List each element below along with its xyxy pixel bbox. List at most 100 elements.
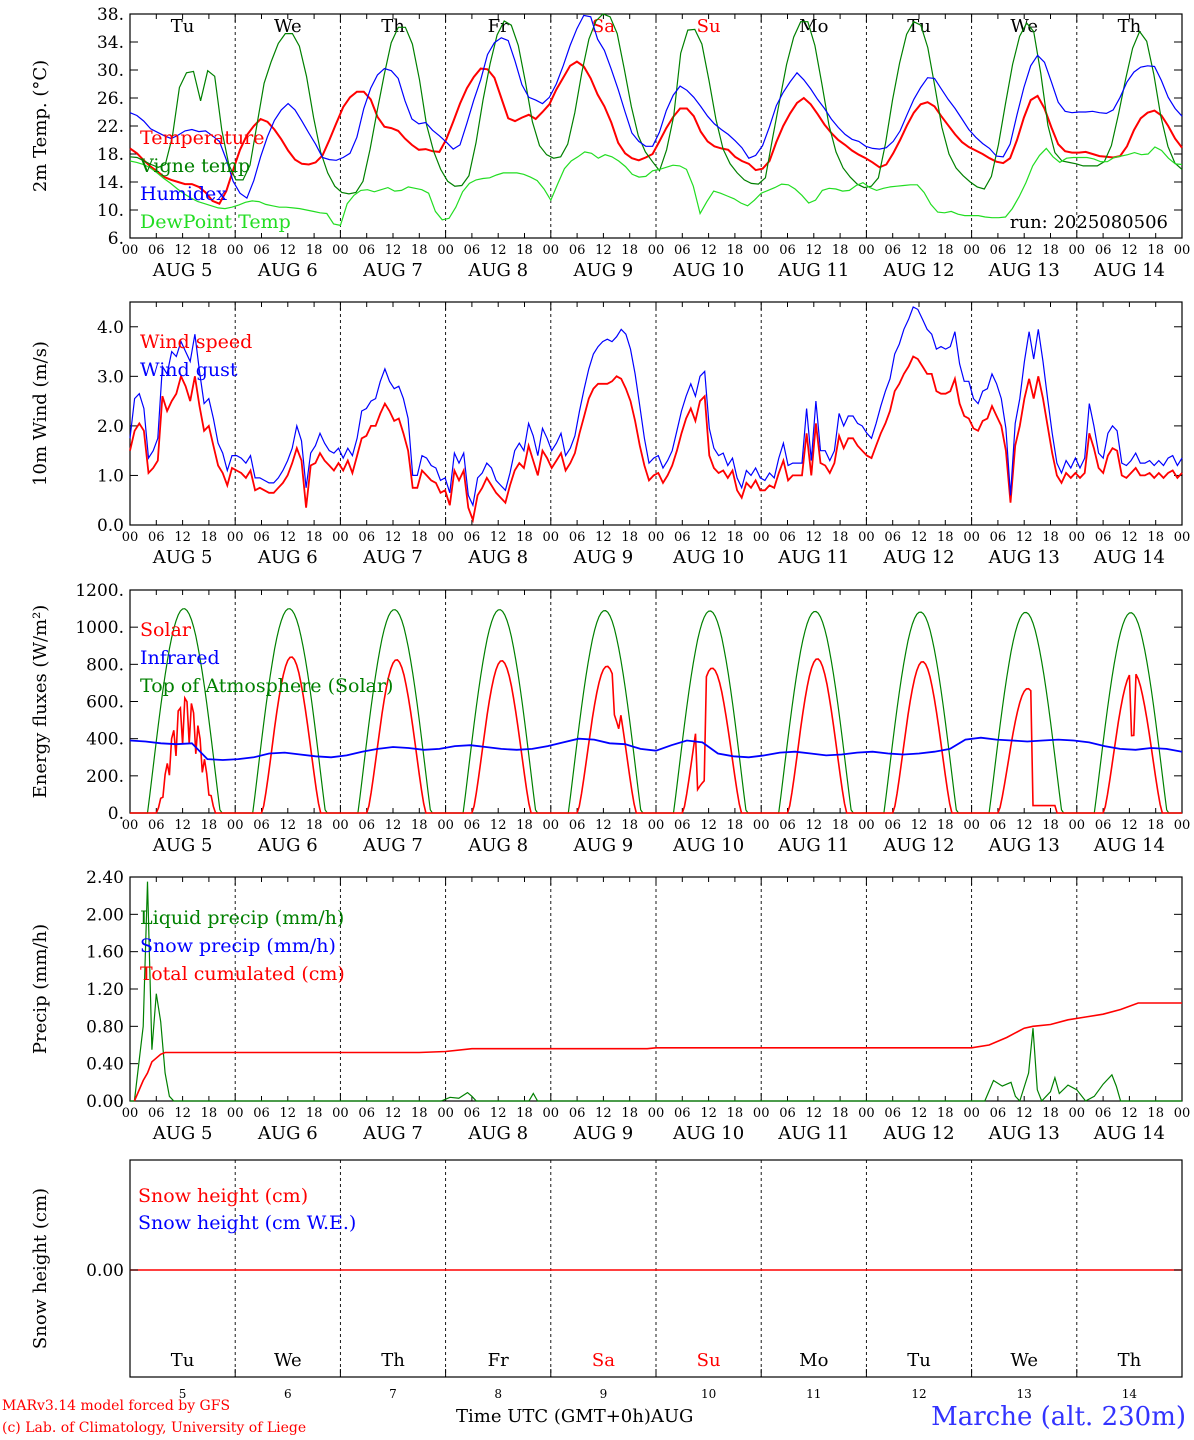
- hour-tick-label: 18: [621, 243, 638, 258]
- hour-tick-label: 18: [1147, 1106, 1164, 1121]
- y-tick-label: 800.: [86, 655, 124, 675]
- hour-tick-label: 12: [490, 243, 507, 258]
- hour-tick-label: 00: [858, 1106, 875, 1121]
- y-tick-label: 2.0: [97, 417, 124, 437]
- hour-tick-label: 12: [280, 818, 297, 833]
- hour-tick-label: 18: [621, 818, 638, 833]
- y-tick-label: 22.: [97, 117, 124, 137]
- legend-wind-gust: Wind gust: [140, 359, 238, 381]
- hour-tick-label: 18: [832, 530, 849, 545]
- series-dewpoint-temp: [129, 146, 1183, 227]
- weekday-label: Tu: [171, 1350, 195, 1371]
- y-tick-label: 400.: [86, 730, 124, 750]
- hour-tick-label: 06: [779, 818, 796, 833]
- weekday-label: Mo: [799, 16, 828, 37]
- hour-tick-label: 18: [306, 243, 323, 258]
- day-number-label: 5: [179, 1387, 187, 1401]
- time-axis-title: Time UTC (GMT+0h)AUG: [456, 1406, 694, 1427]
- legend-wind-speed: Wind speed: [140, 331, 252, 353]
- weekday-label: Tu: [907, 1350, 931, 1371]
- hour-tick-label: 06: [674, 530, 691, 545]
- day-label: AUG 13: [988, 1123, 1060, 1144]
- hour-tick-label: 12: [911, 243, 928, 258]
- day-label: AUG 5: [152, 1123, 213, 1144]
- run-label: run: 2025080506: [1010, 212, 1168, 233]
- hour-tick-label: 12: [700, 1106, 717, 1121]
- day-label: AUG 6: [257, 835, 318, 856]
- day-label: AUG 10: [672, 260, 744, 281]
- y-tick-label: 38.: [97, 5, 124, 25]
- hour-tick-label: 06: [253, 818, 270, 833]
- hour-tick-label: 12: [700, 530, 717, 545]
- hour-tick-label: 00: [437, 243, 454, 258]
- hour-tick-label: 18: [1042, 243, 1059, 258]
- hour-tick-label: 12: [280, 243, 297, 258]
- hour-tick-label: 18: [727, 1106, 744, 1121]
- day-label: AUG 5: [152, 260, 213, 281]
- day-label: AUG 14: [1093, 547, 1165, 568]
- hour-tick-label: 06: [779, 243, 796, 258]
- hour-tick-label: 06: [358, 243, 375, 258]
- hour-tick-label: 18: [727, 530, 744, 545]
- hour-tick-label: 06: [358, 530, 375, 545]
- series-infrared: [129, 736, 1183, 761]
- hour-tick-label: 00: [963, 818, 980, 833]
- day-number-label: 7: [389, 1387, 397, 1401]
- y-tick-label: 0.0: [97, 516, 124, 536]
- hour-tick-label: 06: [253, 530, 270, 545]
- legend-snow-height-cm-w-e: Snow height (cm W.E.): [138, 1212, 356, 1234]
- hour-tick-label: 00: [858, 530, 875, 545]
- hour-tick-label: 12: [806, 243, 823, 258]
- day-label: AUG 8: [467, 1123, 528, 1144]
- hour-tick-label: 00: [858, 818, 875, 833]
- hour-tick-label: 06: [358, 818, 375, 833]
- hour-tick-label: 18: [306, 1106, 323, 1121]
- hour-tick-label: 00: [437, 818, 454, 833]
- hour-tick-label: 18: [1042, 818, 1059, 833]
- legend-liquid-precip-mm-h: Liquid precip (mm/h): [140, 907, 344, 929]
- y-tick-label: 0.00: [86, 1092, 124, 1112]
- legend-snow-height-cm: Snow height (cm): [138, 1185, 308, 1207]
- hour-tick-label: 06: [148, 243, 165, 258]
- hour-tick-label: 06: [990, 1106, 1007, 1121]
- hour-tick-label: 18: [832, 1106, 849, 1121]
- hour-tick-label: 00: [437, 1106, 454, 1121]
- day-label: AUG 9: [573, 260, 634, 281]
- y-tick-label: 1200.: [75, 581, 124, 601]
- hour-tick-label: 12: [385, 1106, 402, 1121]
- hour-tick-label: 18: [621, 530, 638, 545]
- hour-tick-label: 00: [332, 818, 349, 833]
- hour-tick-label: 06: [148, 1106, 165, 1121]
- hour-tick-label: 18: [201, 1106, 218, 1121]
- hour-tick-label: 12: [911, 530, 928, 545]
- weekday-label: Fr: [488, 1350, 509, 1371]
- day-label: AUG 9: [573, 1123, 634, 1144]
- y-axis-title: Precip (mm/h): [30, 924, 51, 1054]
- legend-dewpoint-temp: DewPoint Temp: [140, 211, 291, 233]
- hour-tick-label: 18: [516, 818, 533, 833]
- hour-tick-label: 00: [1069, 1106, 1086, 1121]
- hour-tick-label: 00: [437, 530, 454, 545]
- hour-tick-label: 18: [1042, 1106, 1059, 1121]
- hour-tick-label: 00: [1069, 530, 1086, 545]
- series-total-cumulated: [133, 1002, 1182, 1102]
- hour-tick-label: 12: [911, 818, 928, 833]
- series-humidex: [129, 14, 1183, 200]
- hour-tick-label: 18: [1147, 818, 1164, 833]
- day-label: AUG 6: [257, 260, 318, 281]
- hour-tick-label: 18: [621, 1106, 638, 1121]
- hour-tick-label: 06: [569, 1106, 586, 1121]
- y-axis-title: Snow height (cm): [30, 1188, 51, 1349]
- hour-tick-label: 12: [1121, 243, 1138, 258]
- day-label: AUG 9: [573, 547, 634, 568]
- day-number-label: 8: [494, 1387, 502, 1401]
- day-label: AUG 14: [1093, 835, 1165, 856]
- hour-tick-label: 12: [174, 1106, 191, 1121]
- day-label: AUG 10: [672, 835, 744, 856]
- hour-tick-label: 00: [1174, 818, 1191, 833]
- hour-tick-label: 06: [464, 530, 481, 545]
- day-label: AUG 13: [988, 835, 1060, 856]
- model-credit: MARv3.14 model forced by GFS: [2, 1398, 231, 1414]
- hour-tick-label: 00: [227, 818, 244, 833]
- hour-tick-label: 12: [595, 530, 612, 545]
